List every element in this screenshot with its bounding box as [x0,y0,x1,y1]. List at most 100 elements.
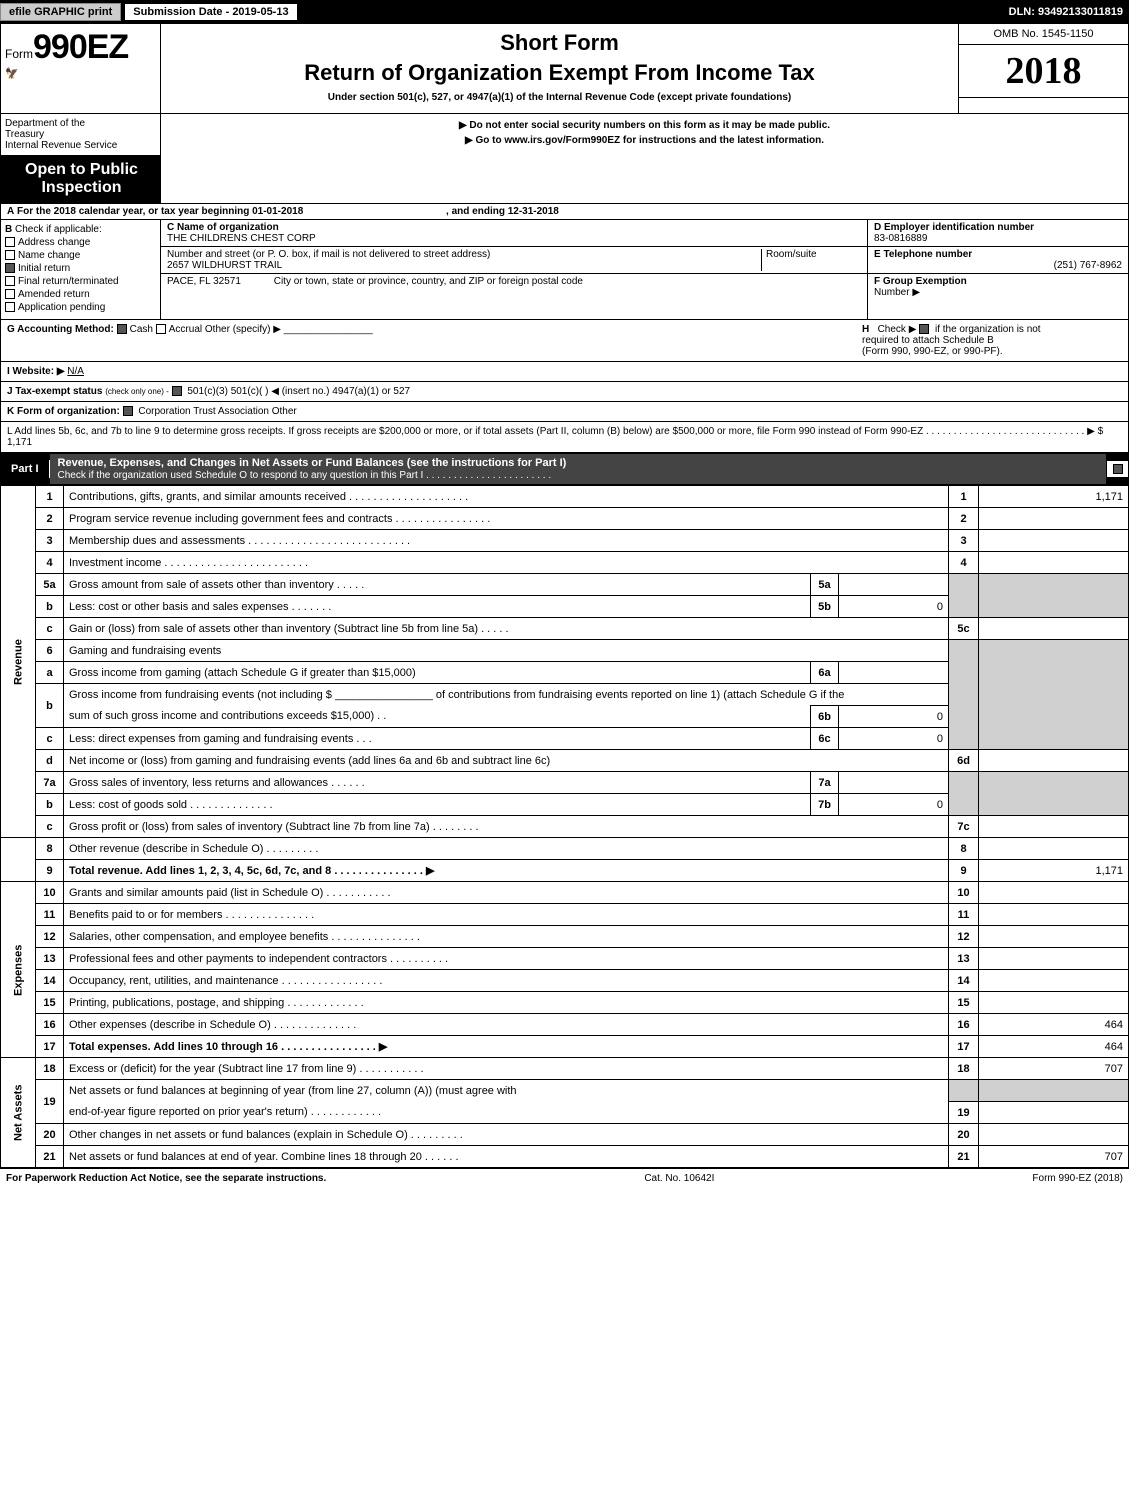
form-title-cell: Short Form Return of Organization Exempt… [161,24,958,113]
goto-link[interactable]: ▶ Go to www.irs.gov/Form990EZ for instru… [167,135,1122,146]
line-7c-num: c [36,816,64,838]
line-9-val: 1,171 [979,860,1129,882]
part-1-schedule-o-check[interactable] [1106,461,1128,477]
line-7b-subno: 7b [811,794,839,816]
line-14-val [979,970,1129,992]
line-7-shade [949,772,979,816]
irs-eagle-icon: 🦅 [5,68,19,80]
line-3-val [979,530,1129,552]
line-5a-desc: Gross amount from sale of assets other t… [64,574,811,596]
line-19-desc-1: Net assets or fund balances at beginning… [64,1080,949,1102]
line-6d-val [979,750,1129,772]
line-20-val [979,1124,1129,1146]
line-18-num: 18 [36,1058,64,1080]
section-b: B Check if applicable: Address change Na… [1,220,161,319]
submission-date-label: Submission Date - 2019-05-13 [125,4,296,20]
line-7b-subval: 0 [839,794,949,816]
line-7a-subno: 7a [811,772,839,794]
line-5b-subno: 5b [811,596,839,618]
phone-cell: E Telephone number (251) 767-8962 [868,247,1128,274]
line-7a-num: 7a [36,772,64,794]
line-12-desc: Salaries, other compensation, and employ… [64,926,949,948]
line-19-val [979,1102,1129,1124]
line-19-box: 19 [949,1102,979,1124]
line-4-val [979,552,1129,574]
addr-value: 2657 WILDHURST TRAIL [167,260,761,271]
open-public-l2: Inspection [6,179,157,197]
tax-year: 2018 [959,45,1128,98]
line-21-val: 707 [979,1146,1129,1168]
line-18-desc: Excess or (deficit) for the year (Subtra… [64,1058,949,1080]
section-gh: G Accounting Method: Cash Accrual Other … [0,320,1129,362]
line-1-box: 1 [949,486,979,508]
line-2-val [979,508,1129,530]
line-3-desc: Membership dues and assessments . . . . … [64,530,949,552]
section-j: J Tax-exempt status (check only one) - 5… [0,382,1129,402]
entity-info-grid: B Check if applicable: Address change Na… [0,220,1129,320]
line-21-box: 21 [949,1146,979,1168]
line-6c-num: c [36,728,64,750]
line-3-box: 3 [949,530,979,552]
line-9-desc: Total revenue. Add lines 1, 2, 3, 4, 5c,… [64,860,949,882]
website-value: N/A [67,366,84,377]
line-1-desc: Contributions, gifts, grants, and simila… [64,486,949,508]
h-check: Check ▶ [878,324,917,335]
section-b-label: B [5,224,12,235]
k-opts: Corporation Trust Association Other [138,406,296,417]
line-6c-desc: Less: direct expenses from gaming and fu… [64,728,811,750]
omb-number: OMB No. 1545-1150 [959,24,1128,45]
chk-501c3[interactable] [172,386,182,396]
chk-accrual[interactable] [156,324,166,334]
line-12-val [979,926,1129,948]
chk-address-change[interactable] [5,237,15,247]
line-15-val [979,992,1129,1014]
chk-final-return[interactable] [5,276,15,286]
lbl-accrual: Accrual [169,324,202,335]
line-18-box: 18 [949,1058,979,1080]
efile-print-button[interactable]: efile GRAPHIC print [0,3,121,21]
j-sub: (check only one) - [105,387,169,396]
h-text4: (Form 990, 990-EZ, or 990-PF). [862,346,1003,357]
line-17-desc: Total expenses. Add lines 10 through 16 … [64,1036,949,1058]
line-1-num: 1 [36,486,64,508]
line-11-val [979,904,1129,926]
line-16-num: 16 [36,1014,64,1036]
lbl-amended-return: Amended return [18,289,90,300]
line-9-num: 9 [36,860,64,882]
section-g: G Accounting Method: Cash Accrual Other … [7,324,373,357]
chk-cash[interactable] [117,324,127,334]
open-to-public: Open to Public Inspection [2,155,161,203]
addr-label: Number and street (or P. O. box, if mail… [167,249,761,260]
dept-line-2: Treasury [5,129,156,140]
line-5b-desc: Less: cost or other basis and sales expe… [64,596,811,618]
chk-schedule-b[interactable] [919,324,929,334]
line-4-box: 4 [949,552,979,574]
h-label: H [862,324,869,335]
lbl-other-specify: Other (specify) ▶ [205,324,281,335]
section-h: H Check ▶ if the organization is not req… [862,324,1122,357]
dept-row: Department of the Treasury Internal Reve… [0,114,1129,204]
chk-corporation[interactable] [123,406,133,416]
dept-line-3: Internal Revenue Service [5,140,156,151]
line-2-desc: Program service revenue including govern… [64,508,949,530]
chk-amended-return[interactable] [5,289,15,299]
group-exemption-cell: F Group Exemption Number ▶ [868,274,1128,300]
line-6b-desc-2: sum of such gross income and contributio… [64,706,811,728]
line-19-shade [949,1080,979,1102]
line-20-num: 20 [36,1124,64,1146]
section-i: I Website: ▶ N/A [0,362,1129,382]
website-label: I Website: ▶ [7,366,65,377]
line-11-num: 11 [36,904,64,926]
line-13-num: 13 [36,948,64,970]
line-12-box: 12 [949,926,979,948]
chk-name-change[interactable] [5,250,15,260]
chk-initial-return[interactable] [5,263,15,273]
chk-application-pending[interactable] [5,302,15,312]
dept-line-1: Department of the [5,118,156,129]
part-1-title-text: Revenue, Expenses, and Changes in Net As… [58,457,567,469]
short-form-title: Short Form [171,30,948,56]
line-6d-num: d [36,750,64,772]
line-7b-desc: Less: cost of goods sold . . . . . . . .… [64,794,811,816]
page-footer: For Paperwork Reduction Act Notice, see … [0,1168,1129,1188]
room-suite-label: Room/suite [761,249,861,271]
